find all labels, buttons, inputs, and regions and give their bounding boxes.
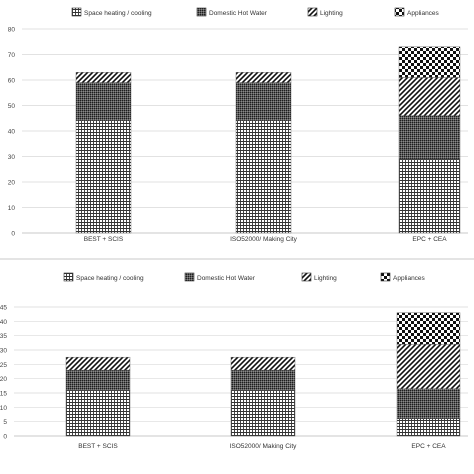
bar-iso52000-making-city-lighting — [230, 356, 296, 371]
y-tick-label-15: 15 — [0, 391, 7, 398]
legend-label-lighting: Lighting — [314, 275, 337, 282]
y-tick-label-60: 60 — [8, 78, 16, 85]
y-tick-label-25: 25 — [0, 362, 7, 369]
legend-swatch-appliances — [394, 7, 405, 17]
x-tick-label-iso52000-making-city: ISO52000/ Making City — [230, 236, 298, 243]
bar-best-scis-lighting — [65, 356, 131, 371]
bar-epc-cea-space-heating-cooling — [396, 418, 461, 437]
x-tick-label-best-scis: BEST + SCIS — [78, 443, 118, 450]
y-tick-label-10: 10 — [0, 405, 7, 412]
y-tick-label-10: 10 — [8, 205, 16, 212]
bar-epc-cea-appliances — [396, 312, 461, 345]
legend-swatch-space-heating-cooling — [71, 7, 82, 17]
legend-label-domestic-hot-water: Domestic Hot Water — [209, 10, 268, 17]
y-tick-label-35: 35 — [0, 333, 7, 340]
y-tick-label-0: 0 — [3, 434, 7, 441]
legend-swatch-lighting — [301, 272, 312, 282]
x-tick-label-iso52000-making-city: ISO52000/ Making City — [230, 443, 298, 450]
y-tick-label-45: 45 — [0, 305, 7, 312]
legend-label-space-heating-cooling: Space heating / cooling — [76, 275, 144, 282]
y-tick-label-20: 20 — [0, 376, 7, 383]
y-tick-label-30: 30 — [8, 154, 16, 161]
bar-epc-cea-lighting — [398, 77, 461, 116]
y-tick-label-0: 0 — [11, 231, 15, 238]
legend-label-lighting: Lighting — [320, 10, 343, 17]
legend-label-appliances: Appliances — [407, 10, 440, 17]
bar-best-scis-space-heating-cooling — [65, 389, 131, 437]
legend-swatch-space-heating-cooling — [63, 272, 74, 282]
legend-swatch-lighting — [307, 7, 318, 17]
chart-panel-energy-demand-bottom: Space heating / cooling Domestic Hot Wate… — [0, 272, 468, 450]
y-tick-label-80: 80 — [8, 27, 16, 34]
y-tick-label-40: 40 — [0, 319, 7, 326]
bar-best-scis-domestic-hot-water — [75, 82, 132, 122]
x-tick-label-epc-cea: EPC + CEA — [411, 443, 446, 450]
bar-epc-cea-domestic-hot-water — [396, 388, 461, 420]
bar-iso52000-making-city-space-heating-cooling — [235, 120, 292, 234]
bar-best-scis-lighting — [75, 72, 132, 83]
bar-iso52000-making-city-lighting — [235, 72, 292, 83]
bar-iso52000-making-city-domestic-hot-water — [235, 82, 292, 122]
y-tick-label-30: 30 — [0, 348, 7, 355]
bar-epc-cea-domestic-hot-water — [398, 115, 461, 160]
x-tick-label-epc-cea: EPC + CEA — [412, 236, 447, 243]
legend-label-domestic-hot-water: Domestic Hot Water — [197, 275, 256, 282]
chart-panel-energy-demand-top: Space heating / cooling Domestic Hot Wate… — [8, 7, 468, 243]
bar-epc-cea-appliances — [398, 46, 461, 78]
x-tick-label-best-scis: BEST + SCIS — [84, 236, 124, 243]
y-tick-label-40: 40 — [8, 129, 16, 136]
y-tick-label-20: 20 — [8, 180, 16, 187]
y-tick-label-70: 70 — [8, 52, 16, 59]
y-tick-label-50: 50 — [8, 103, 16, 110]
legend-swatch-appliances — [380, 272, 391, 282]
bar-best-scis-domestic-hot-water — [65, 369, 131, 391]
bar-epc-cea-space-heating-cooling — [398, 158, 461, 234]
legend-swatch-domestic-hot-water — [196, 7, 207, 17]
bar-best-scis-space-heating-cooling — [75, 120, 132, 234]
bar-epc-cea-lighting — [396, 344, 461, 389]
legend-label-appliances: Appliances — [393, 275, 426, 282]
bar-iso52000-making-city-space-heating-cooling — [230, 389, 296, 437]
y-tick-label-5: 5 — [3, 419, 7, 426]
legend-swatch-domestic-hot-water — [184, 272, 195, 282]
legend-label-space-heating-cooling: Space heating / cooling — [84, 10, 152, 17]
bar-iso52000-making-city-domestic-hot-water — [230, 369, 296, 391]
